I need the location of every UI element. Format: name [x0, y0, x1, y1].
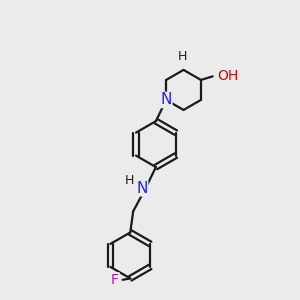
- Text: N: N: [160, 92, 172, 107]
- Text: H: H: [125, 173, 134, 187]
- Text: N: N: [136, 181, 148, 196]
- Text: F: F: [111, 273, 119, 287]
- Text: OH: OH: [217, 69, 238, 83]
- Text: H: H: [177, 50, 187, 63]
